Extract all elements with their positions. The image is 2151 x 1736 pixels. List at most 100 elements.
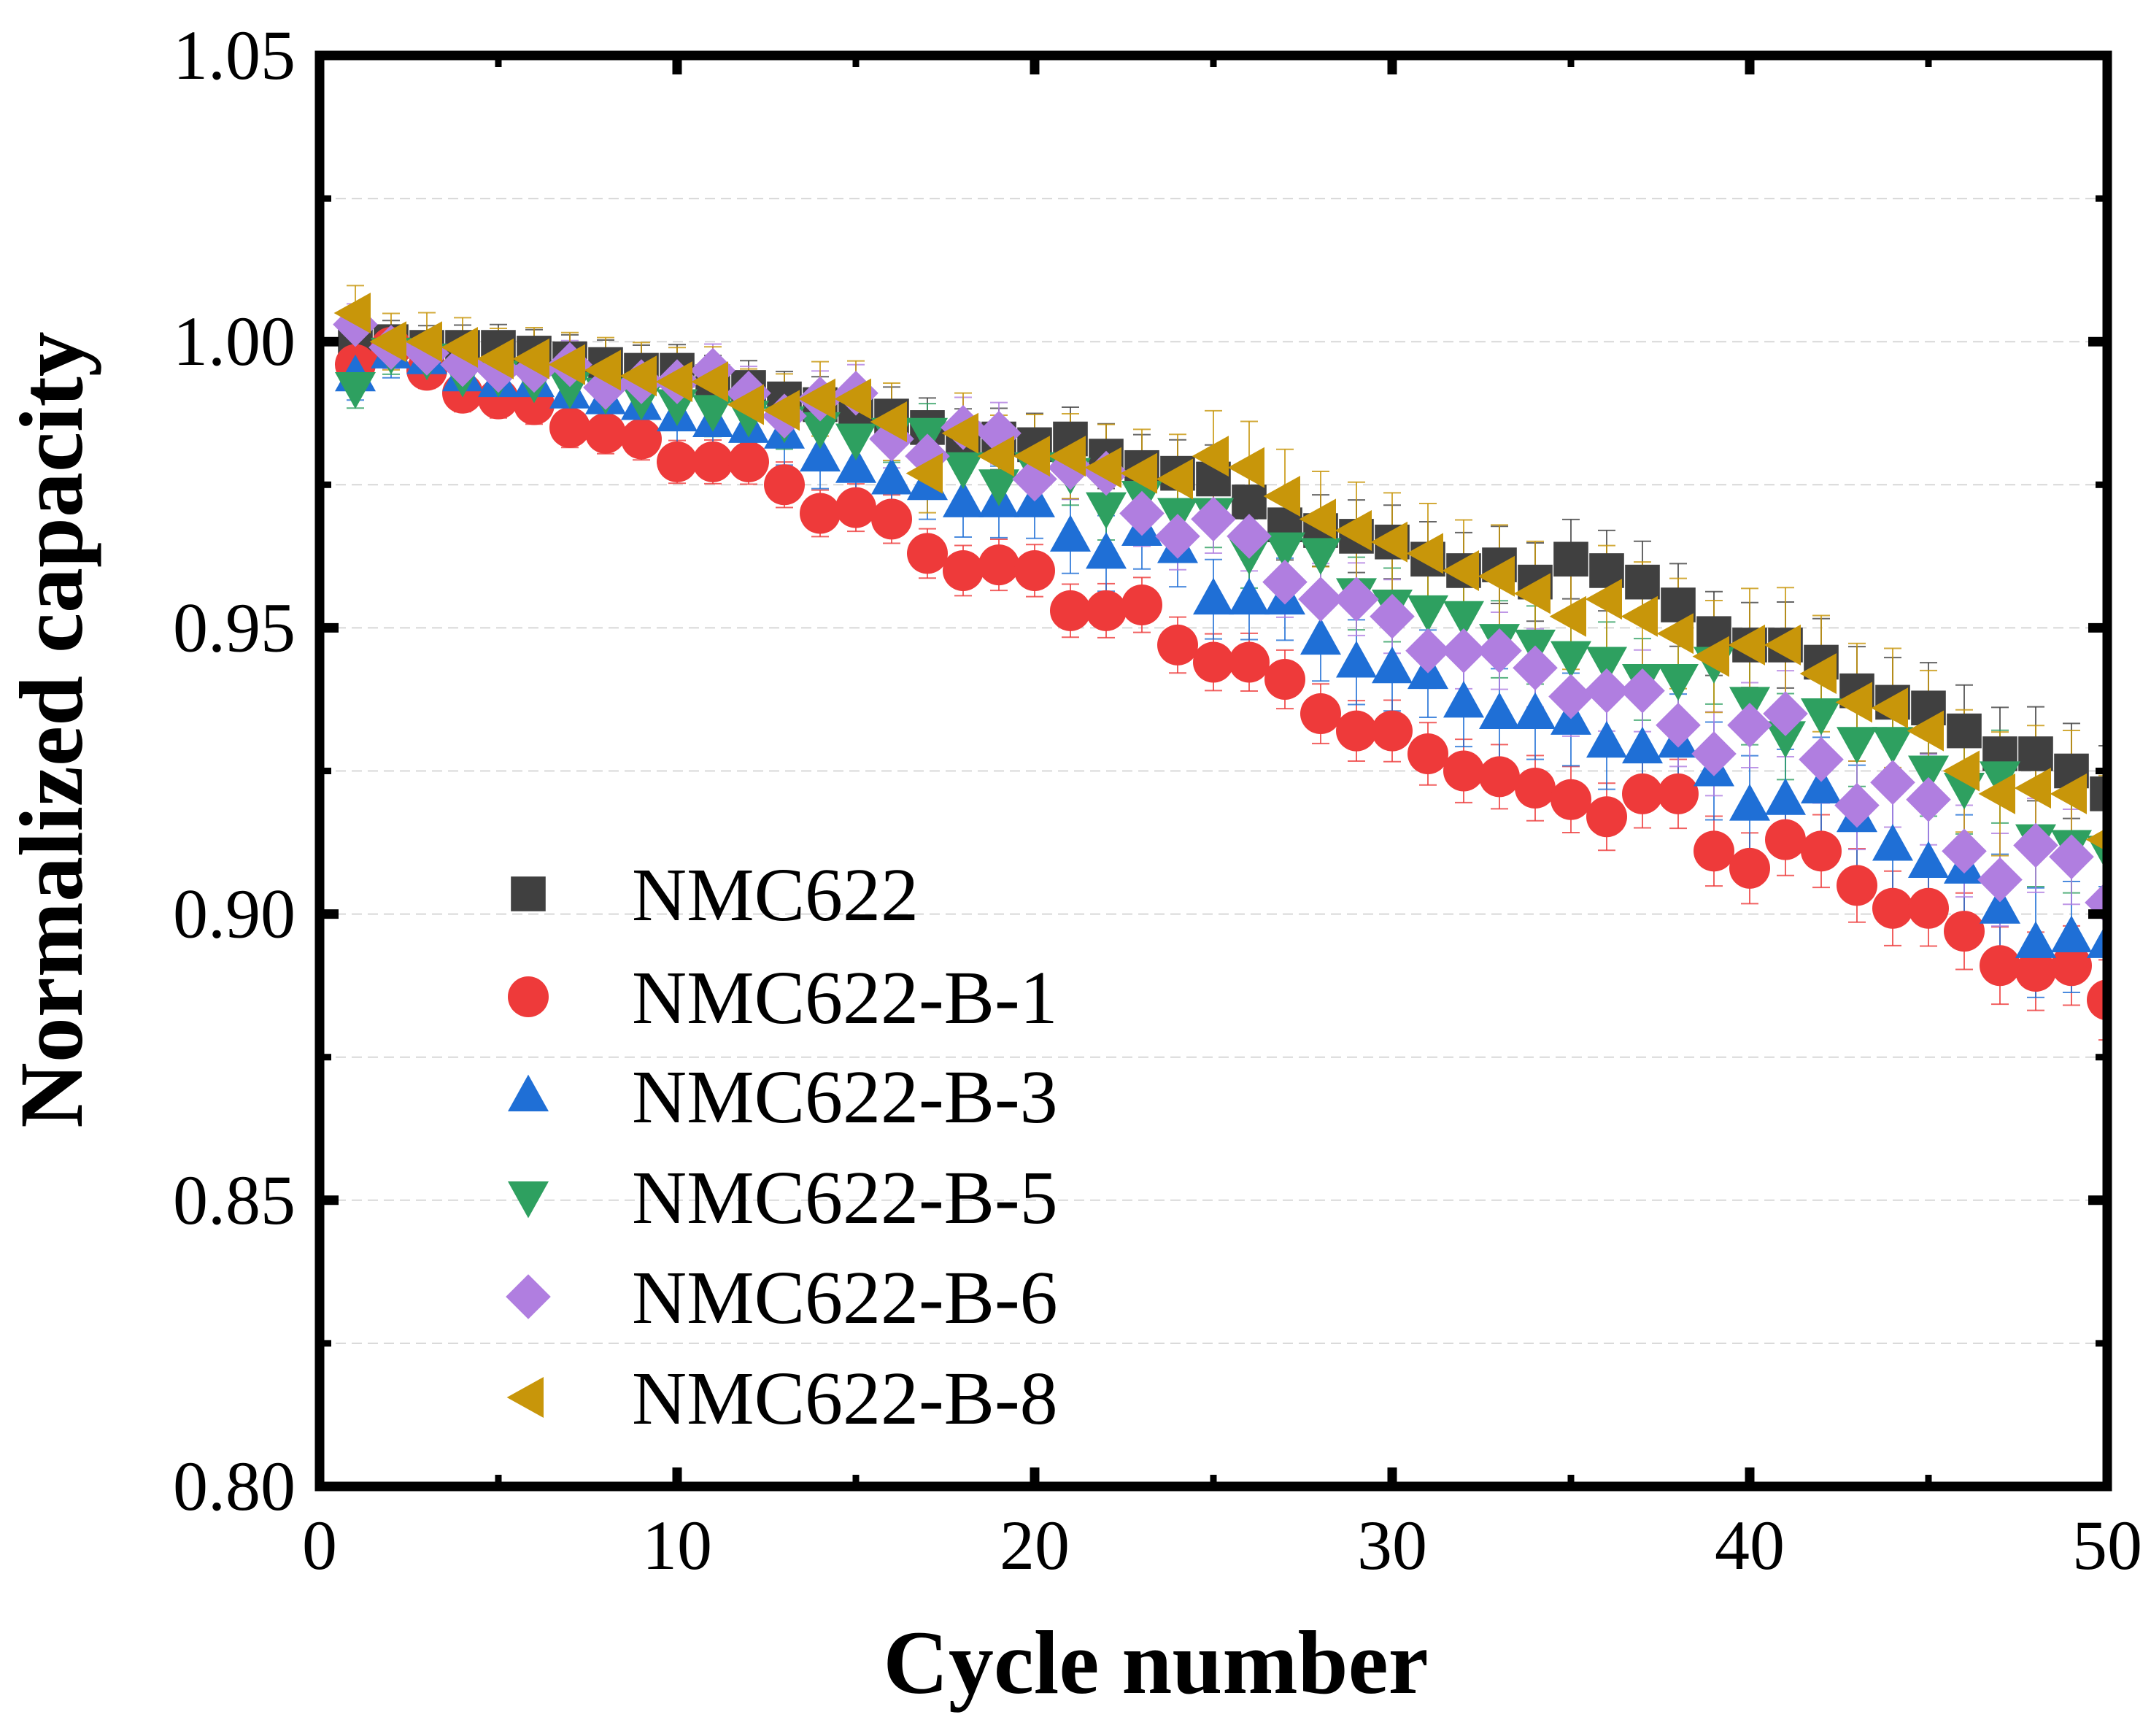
data-point — [1585, 579, 1622, 620]
data-point — [1872, 727, 1913, 764]
data-point — [1156, 458, 1193, 500]
data-point — [977, 436, 1014, 477]
data-point — [1942, 750, 1980, 792]
data-point — [1300, 538, 1341, 575]
data-point — [1586, 647, 1627, 684]
data-point — [1370, 521, 1407, 563]
data-point — [1335, 510, 1372, 552]
data-point — [1191, 496, 1236, 542]
y-tick-label: 0.90 — [173, 875, 296, 953]
legend: NMC622 NMC622-B-1 NMC622-B-3 NMC622-B-5 NMC6… — [506, 853, 1058, 1440]
data-point — [1837, 865, 1877, 906]
x-tick-label: 10 — [642, 1506, 712, 1584]
data-point — [549, 406, 590, 448]
y-tick-label: 1.05 — [173, 16, 296, 94]
legend-label: NMC622-B-1 — [632, 956, 1058, 1040]
data-point — [943, 480, 984, 517]
data-point — [548, 344, 585, 385]
data-point — [1977, 857, 2023, 903]
data-point — [1621, 595, 1658, 637]
data-point — [1513, 573, 1551, 614]
legend-label: NMC622-B-6 — [632, 1256, 1058, 1340]
data-point — [1192, 436, 1229, 477]
legend-marker — [506, 1274, 551, 1319]
data-point — [2015, 921, 2056, 958]
data-point — [1372, 646, 1413, 684]
data-point — [1405, 628, 1451, 674]
data-point — [1551, 779, 1591, 820]
data-point — [907, 533, 948, 574]
data-point — [1229, 577, 1270, 615]
data-point — [1908, 755, 1949, 792]
data-point — [440, 342, 485, 387]
data-point — [871, 458, 912, 495]
data-point — [1980, 887, 2020, 924]
data-point — [333, 292, 371, 333]
data-point — [512, 338, 549, 379]
data-point — [1801, 766, 1842, 804]
y-tick-labels: 0.80 0.85 0.90 0.95 1.00 1.05 — [173, 16, 296, 1525]
data-point — [1801, 698, 1842, 736]
data-point — [1263, 475, 1300, 517]
data-point — [2018, 736, 2053, 771]
data-point — [1300, 617, 1341, 655]
data-point — [585, 412, 626, 454]
data-point — [476, 338, 514, 379]
data-point — [762, 390, 800, 431]
data-point — [1835, 682, 1872, 723]
data-point — [1515, 692, 1556, 730]
axis-ticks — [314, 50, 2112, 1492]
data-point — [1658, 663, 1699, 701]
data-point — [2087, 979, 2107, 1021]
data-point — [1477, 628, 1522, 674]
data-point — [798, 378, 835, 420]
data-points — [333, 292, 2107, 1021]
data-point — [1729, 784, 1770, 821]
data-point — [1442, 549, 1479, 591]
data-point — [1407, 733, 1448, 774]
data-point — [871, 498, 912, 540]
data-point — [1232, 485, 1267, 520]
data-point — [835, 446, 876, 483]
x-tick-label: 50 — [2072, 1506, 2142, 1584]
data-point — [1622, 726, 1663, 764]
data-point — [1727, 702, 1772, 748]
data-point — [1336, 710, 1377, 752]
data-point — [692, 441, 733, 482]
y-axis-title: Normalized capacity — [1, 331, 101, 1128]
data-point — [1765, 721, 1806, 758]
data-point — [1086, 492, 1127, 530]
plot-frame — [314, 50, 2112, 1492]
data-point — [1155, 514, 1200, 559]
data-point — [1801, 830, 1842, 872]
data-point — [870, 401, 907, 443]
data-point — [834, 378, 871, 420]
data-point — [1763, 691, 1808, 736]
data-point — [1907, 710, 1944, 752]
data-point — [1515, 768, 1556, 809]
data-point — [1978, 773, 2015, 814]
data-point — [1837, 727, 1877, 764]
data-point — [1622, 773, 1663, 814]
data-point — [1086, 532, 1127, 569]
data-point — [1050, 590, 1091, 631]
y-tick-label: 1.00 — [173, 302, 296, 380]
data-point — [621, 418, 662, 460]
data-point — [1980, 945, 2020, 987]
data-point — [584, 350, 621, 391]
data-point — [1157, 624, 1198, 666]
data-point — [1120, 452, 1157, 494]
data-point — [943, 549, 984, 591]
data-point — [1014, 549, 1055, 591]
data-point — [1870, 760, 1915, 805]
data-point — [1084, 447, 1121, 488]
data-point — [1551, 641, 1591, 679]
data-point — [1264, 532, 1305, 569]
data-point — [1872, 824, 1913, 861]
data-point — [657, 441, 698, 482]
data-point — [1799, 653, 1837, 695]
data-point — [1549, 595, 1586, 637]
legend-label: NMC622-B-5 — [632, 1156, 1058, 1240]
data-point — [692, 395, 733, 432]
data-point — [1980, 761, 2020, 798]
